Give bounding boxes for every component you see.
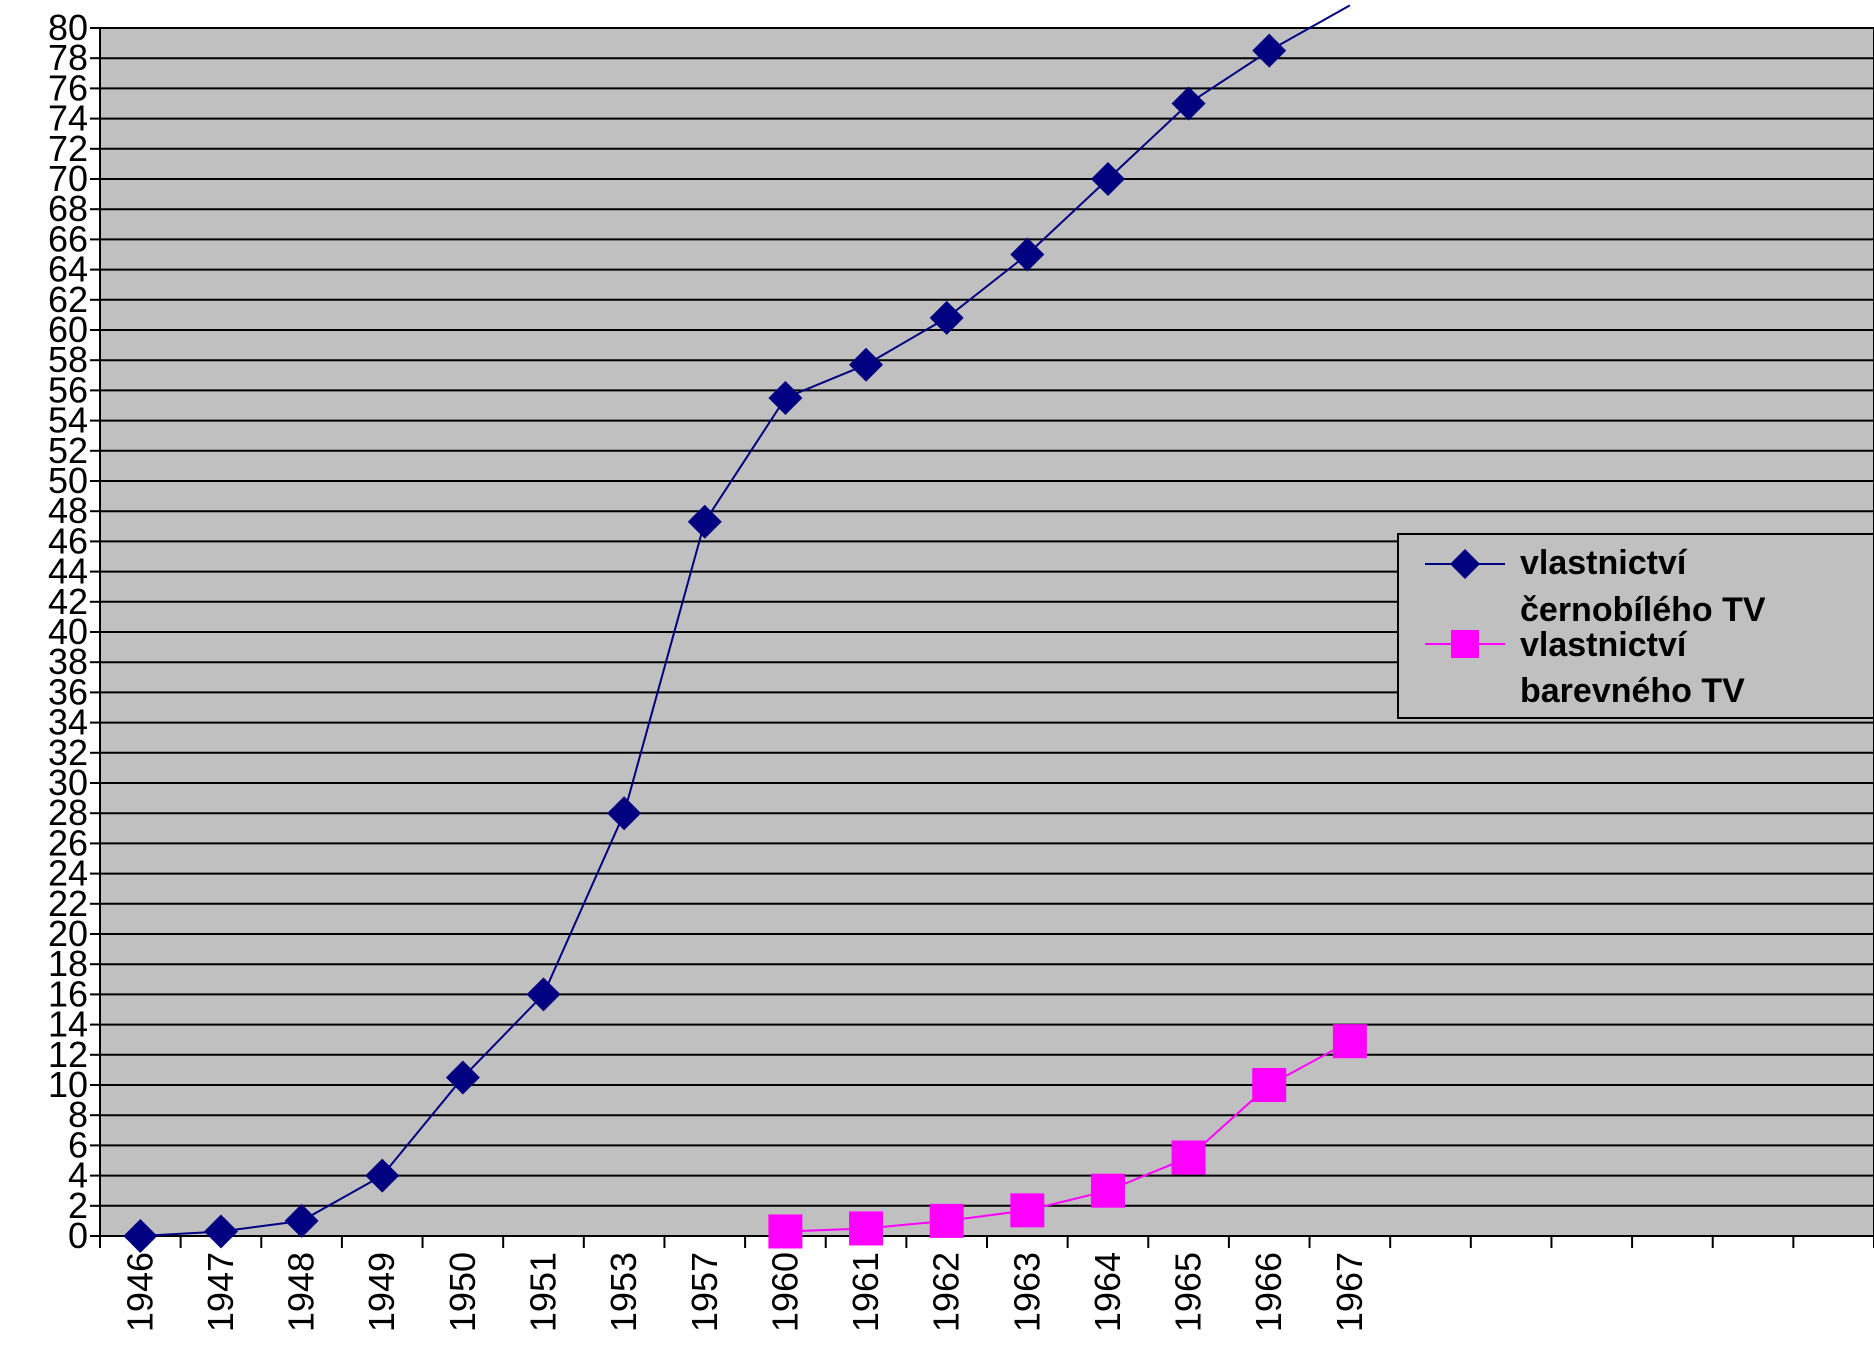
y-tick-label-74: 74 xyxy=(48,98,88,139)
data-point-series-0-1950 xyxy=(445,1060,480,1095)
y-tick-label-60: 60 xyxy=(48,309,88,350)
data-point-series-0-1951 xyxy=(526,977,561,1012)
y-tick-label-54: 54 xyxy=(48,400,88,441)
data-point-series-1-1966 xyxy=(1252,1068,1287,1102)
legend-label-series-1-line-1: vlastnictví xyxy=(1520,626,1688,664)
y-tick-label-42: 42 xyxy=(48,581,88,622)
x-tick-labels: 1946 1947 1948 1949 1950 1951 1953 1957 1960 1961… xyxy=(119,1252,1370,1332)
x-tick-label-1967: 1967 xyxy=(1329,1252,1370,1332)
x-tick-label-1964: 1964 xyxy=(1087,1252,1128,1332)
data-point-series-0-1964 xyxy=(1090,162,1125,196)
x-tick-label-1960: 1960 xyxy=(764,1252,805,1332)
legend-marker-series-1 xyxy=(1451,630,1479,658)
y-tick-label-64: 64 xyxy=(48,249,88,290)
y-tick-label-14: 14 xyxy=(48,1004,88,1045)
data-point-series-0-1957 xyxy=(687,504,722,539)
y-tick-label-50: 50 xyxy=(48,460,88,501)
y-tick-label-26: 26 xyxy=(48,822,88,863)
legend-marker-series-0 xyxy=(1450,549,1480,579)
y-tick-label-62: 62 xyxy=(48,279,88,320)
data-point-series-0-1960 xyxy=(768,380,803,415)
data-point-series-1-1965 xyxy=(1171,1140,1206,1175)
y-tick-label-68: 68 xyxy=(48,188,88,229)
legend: vlastnictví černobílého TV vlastnictví b… xyxy=(1397,533,1874,719)
legend-label-series-0-line-2: černobílého TV xyxy=(1520,591,1766,629)
y-tick-label-16: 16 xyxy=(48,973,88,1014)
y-tick-label-8: 8 xyxy=(68,1094,88,1135)
y-tick-label-40: 40 xyxy=(48,611,88,652)
legend-label-series-0-line-1: vlastnictví xyxy=(1520,544,1688,582)
y-tick-label-20: 20 xyxy=(48,913,88,954)
y-tick-label-48: 48 xyxy=(48,490,88,531)
data-point-series-1-1962 xyxy=(929,1203,964,1238)
data-point-series-1-1961 xyxy=(849,1211,884,1246)
y-tick-label-28: 28 xyxy=(48,792,88,833)
y-tick-label-6: 6 xyxy=(68,1124,88,1165)
y-tick-label-66: 66 xyxy=(48,218,88,259)
y-tick-label-18: 18 xyxy=(48,943,88,984)
x-tick-label-1961: 1961 xyxy=(845,1252,886,1332)
x-tick-label-1966: 1966 xyxy=(1248,1252,1289,1332)
series-layer xyxy=(123,4,1367,1253)
y-tick-label-32: 32 xyxy=(48,732,88,773)
x-tick-label-1963: 1963 xyxy=(1006,1252,1047,1332)
y-tick-label-46: 46 xyxy=(48,520,88,561)
data-point-series-0-1946 xyxy=(123,1219,158,1253)
x-tick-label-1957: 1957 xyxy=(684,1252,725,1332)
x-tick-label-1948: 1948 xyxy=(281,1252,322,1332)
y-tick-label-12: 12 xyxy=(48,1034,88,1075)
data-point-series-0-1953 xyxy=(607,796,642,831)
y-tick-label-80: 80 xyxy=(48,7,88,48)
y-tick-label-24: 24 xyxy=(48,853,88,894)
y-tick-label-72: 72 xyxy=(48,128,88,169)
data-point-series-0-1948 xyxy=(284,1203,319,1238)
data-point-series-0-1962 xyxy=(929,300,964,335)
x-tick-label-1965: 1965 xyxy=(1168,1252,1209,1332)
data-point-series-0-1961 xyxy=(849,347,884,382)
data-point-series-1-1963 xyxy=(1010,1193,1045,1228)
y-tick-labels: 0246810121416182022242628303234363840424… xyxy=(48,7,88,1256)
x-tick-label-1947: 1947 xyxy=(200,1252,241,1332)
y-tick-label-2: 2 xyxy=(68,1185,88,1226)
x-tick-label-1946: 1946 xyxy=(119,1252,160,1332)
x-tick-label-1949: 1949 xyxy=(361,1252,402,1332)
x-tick-label-1951: 1951 xyxy=(523,1252,564,1332)
y-tick-label-78: 78 xyxy=(48,37,88,78)
y-tick-label-22: 22 xyxy=(48,883,88,924)
series-line-0 xyxy=(140,4,1351,1236)
y-tick-label-36: 36 xyxy=(48,671,88,712)
y-tick-label-56: 56 xyxy=(48,369,88,410)
data-point-series-0-1965 xyxy=(1171,86,1206,121)
y-tick-label-70: 70 xyxy=(48,158,88,199)
y-tick-label-44: 44 xyxy=(48,551,88,592)
legend-label-series-1-line-2: barevného TV xyxy=(1520,672,1745,710)
y-tick-label-30: 30 xyxy=(48,762,88,803)
data-point-series-1-1960 xyxy=(768,1214,803,1249)
axes xyxy=(90,27,1874,1248)
data-point-series-0-1963 xyxy=(1010,237,1045,272)
x-tick-label-1962: 1962 xyxy=(926,1252,967,1332)
y-tick-label-52: 52 xyxy=(48,430,88,471)
y-tick-label-38: 38 xyxy=(48,641,88,682)
y-tick-label-10: 10 xyxy=(48,1064,88,1105)
y-tick-label-76: 76 xyxy=(48,67,88,108)
y-tick-label-4: 4 xyxy=(68,1155,88,1196)
x-tick-label-1950: 1950 xyxy=(442,1252,483,1332)
data-point-series-0-1949 xyxy=(365,1158,400,1193)
y-tick-label-0: 0 xyxy=(68,1215,88,1256)
data-point-series-1-1967 xyxy=(1332,1024,1367,1059)
data-point-series-1-1964 xyxy=(1090,1173,1125,1208)
y-tick-label-34: 34 xyxy=(48,702,88,743)
data-point-series-0-1966 xyxy=(1252,33,1287,68)
data-point-series-0-1947 xyxy=(203,1214,238,1249)
y-tick-label-58: 58 xyxy=(48,339,88,380)
x-tick-label-1953: 1953 xyxy=(603,1252,644,1332)
